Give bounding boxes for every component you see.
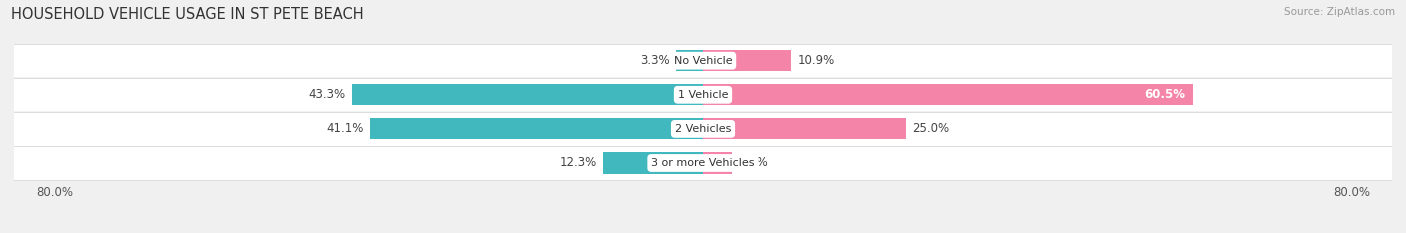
Text: 10.9%: 10.9% bbox=[797, 54, 835, 67]
Text: HOUSEHOLD VEHICLE USAGE IN ST PETE BEACH: HOUSEHOLD VEHICLE USAGE IN ST PETE BEACH bbox=[11, 7, 364, 22]
Bar bbox=[703, 50, 792, 71]
Bar bbox=[14, 45, 1392, 76]
Bar bbox=[603, 152, 703, 174]
Text: 43.3%: 43.3% bbox=[308, 88, 346, 101]
Bar bbox=[703, 84, 1194, 105]
Text: 60.5%: 60.5% bbox=[1144, 88, 1185, 101]
Bar bbox=[370, 118, 703, 140]
Text: 12.3%: 12.3% bbox=[560, 157, 596, 169]
Text: 2 Vehicles: 2 Vehicles bbox=[675, 124, 731, 134]
Bar bbox=[14, 113, 1392, 144]
Text: Source: ZipAtlas.com: Source: ZipAtlas.com bbox=[1284, 7, 1395, 17]
Text: No Vehicle: No Vehicle bbox=[673, 56, 733, 66]
Text: 25.0%: 25.0% bbox=[912, 122, 949, 135]
Text: 3.3%: 3.3% bbox=[640, 54, 669, 67]
Bar bbox=[676, 50, 703, 71]
Bar bbox=[352, 84, 703, 105]
Text: 1 Vehicle: 1 Vehicle bbox=[678, 90, 728, 100]
Text: 3.6%: 3.6% bbox=[738, 157, 769, 169]
Text: 41.1%: 41.1% bbox=[326, 122, 363, 135]
Bar bbox=[14, 147, 1392, 179]
Bar bbox=[703, 152, 733, 174]
Bar bbox=[703, 118, 905, 140]
Bar bbox=[14, 79, 1392, 110]
Text: 3 or more Vehicles: 3 or more Vehicles bbox=[651, 158, 755, 168]
